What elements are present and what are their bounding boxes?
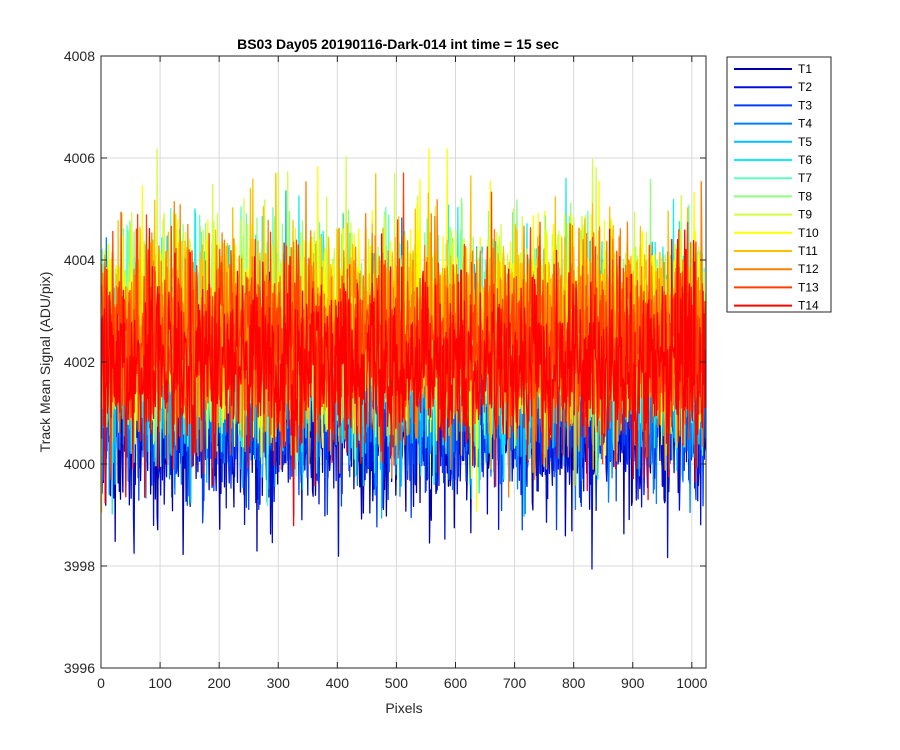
x-tick-label: 0	[97, 675, 105, 691]
series-line-t14	[101, 227, 706, 527]
legend-entry-label: T10	[798, 226, 819, 240]
legend-entry-label: T3	[798, 98, 812, 112]
y-tick-label: 4008	[64, 48, 95, 64]
y-tick-label: 4004	[64, 252, 95, 268]
x-tick-label: 100	[148, 675, 172, 691]
legend-entry-label: T12	[798, 262, 819, 276]
legend-entry-label: T4	[798, 117, 812, 131]
y-tick-label: 4006	[64, 150, 95, 166]
chart-title: BS03 Day05 20190116-Dark-014 int time = …	[237, 36, 559, 52]
plot-area: 0 100 200 300 400 500 600 700 800 900 1000 3996 3998…	[64, 48, 708, 691]
x-tick-label: 800	[562, 675, 586, 691]
x-tick-label: 300	[267, 675, 291, 691]
legend-entry-label: T2	[798, 80, 812, 94]
y-tick-label: 4002	[64, 354, 95, 370]
x-tick-label: 500	[385, 675, 409, 691]
legend-entry-label: T6	[798, 153, 812, 167]
legend-entry-label: T5	[798, 135, 812, 149]
legend-entry-label: T1	[798, 62, 812, 76]
x-tick-label: 600	[444, 675, 468, 691]
series-lines	[101, 148, 706, 570]
y-tick-label: 3998	[64, 558, 95, 574]
legend-entry-label: T7	[798, 171, 812, 185]
y-axis-label: Track Mean Signal (ADU/pix)	[37, 272, 53, 453]
y-tick-label: 4000	[64, 456, 95, 472]
x-tick-label: 200	[207, 675, 231, 691]
legend-entry-label: T13	[798, 280, 819, 294]
x-axis-label: Pixels	[385, 700, 422, 716]
legend-entry-label: T9	[798, 208, 812, 222]
x-tick-label: 700	[503, 675, 527, 691]
legend: T1 T2 T3 T4 T5 T6 T7 T8 T9 T10 T11 T12 T13 T14	[726, 56, 832, 313]
y-tick-label: 3996	[64, 660, 95, 676]
legend-entry-label: T14	[798, 299, 819, 313]
legend-entry-label: T11	[798, 244, 818, 258]
tick-marks	[100, 55, 706, 669]
legend-entry-label: T8	[798, 189, 812, 203]
x-tick-label: 1000	[676, 675, 707, 691]
x-tick-label: 400	[326, 675, 350, 691]
x-tick-label: 900	[621, 675, 645, 691]
legend-items: T1 T2 T3 T4 T5 T6 T7 T8 T9 T10 T11 T12 T13 T14	[734, 62, 819, 313]
